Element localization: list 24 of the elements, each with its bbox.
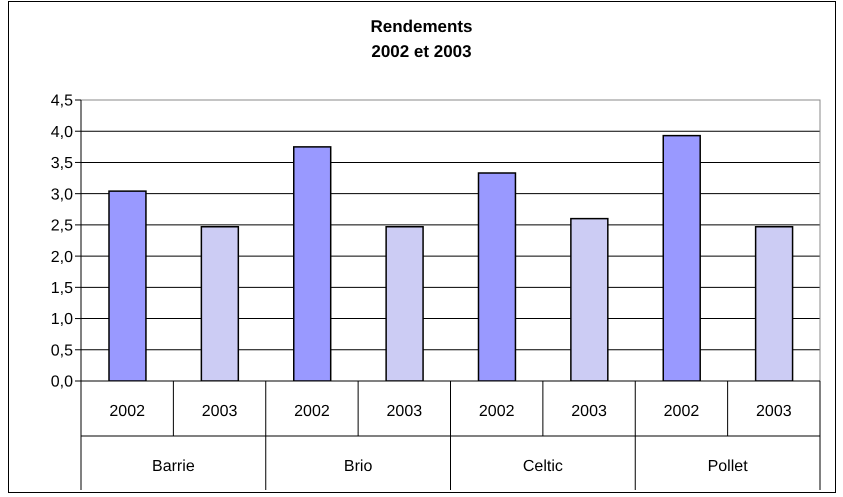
text: Barrie	[152, 458, 195, 475]
y-tick-label: 4,0	[50, 124, 74, 141]
y-tick-label: 1,5	[50, 280, 74, 298]
x-tick-label: 2003	[571, 403, 607, 420]
y-tick-label: 0,0	[50, 374, 74, 391]
text: Brio	[344, 458, 372, 475]
y-tick-label: 2,5	[50, 218, 74, 235]
x-tick-label: 2003	[756, 403, 792, 420]
x-tick-label: 2002	[294, 403, 330, 420]
x-tick-label: 2002	[664, 403, 700, 420]
x-tick-label: 2002	[109, 403, 146, 420]
x-tick-label: 2002	[478, 403, 515, 420]
text: Pollet	[708, 458, 748, 475]
x-tick-label: 2003	[386, 403, 422, 420]
chart-subtitle: 2002 et 2003	[370, 41, 473, 63]
text: Celtic	[522, 458, 563, 475]
x-tick-label: 2003	[202, 403, 238, 420]
y-tick-label: 1,0	[50, 311, 74, 328]
y-tick-label: 2,0	[50, 248, 74, 266]
y-tick-label: 0,5	[50, 342, 74, 360]
y-tick-label: 4,5	[50, 92, 74, 110]
chart-title: Rendements	[369, 16, 474, 38]
y-tick-label: 3,0	[50, 186, 74, 204]
y-tick-label: 3,5	[50, 155, 74, 172]
